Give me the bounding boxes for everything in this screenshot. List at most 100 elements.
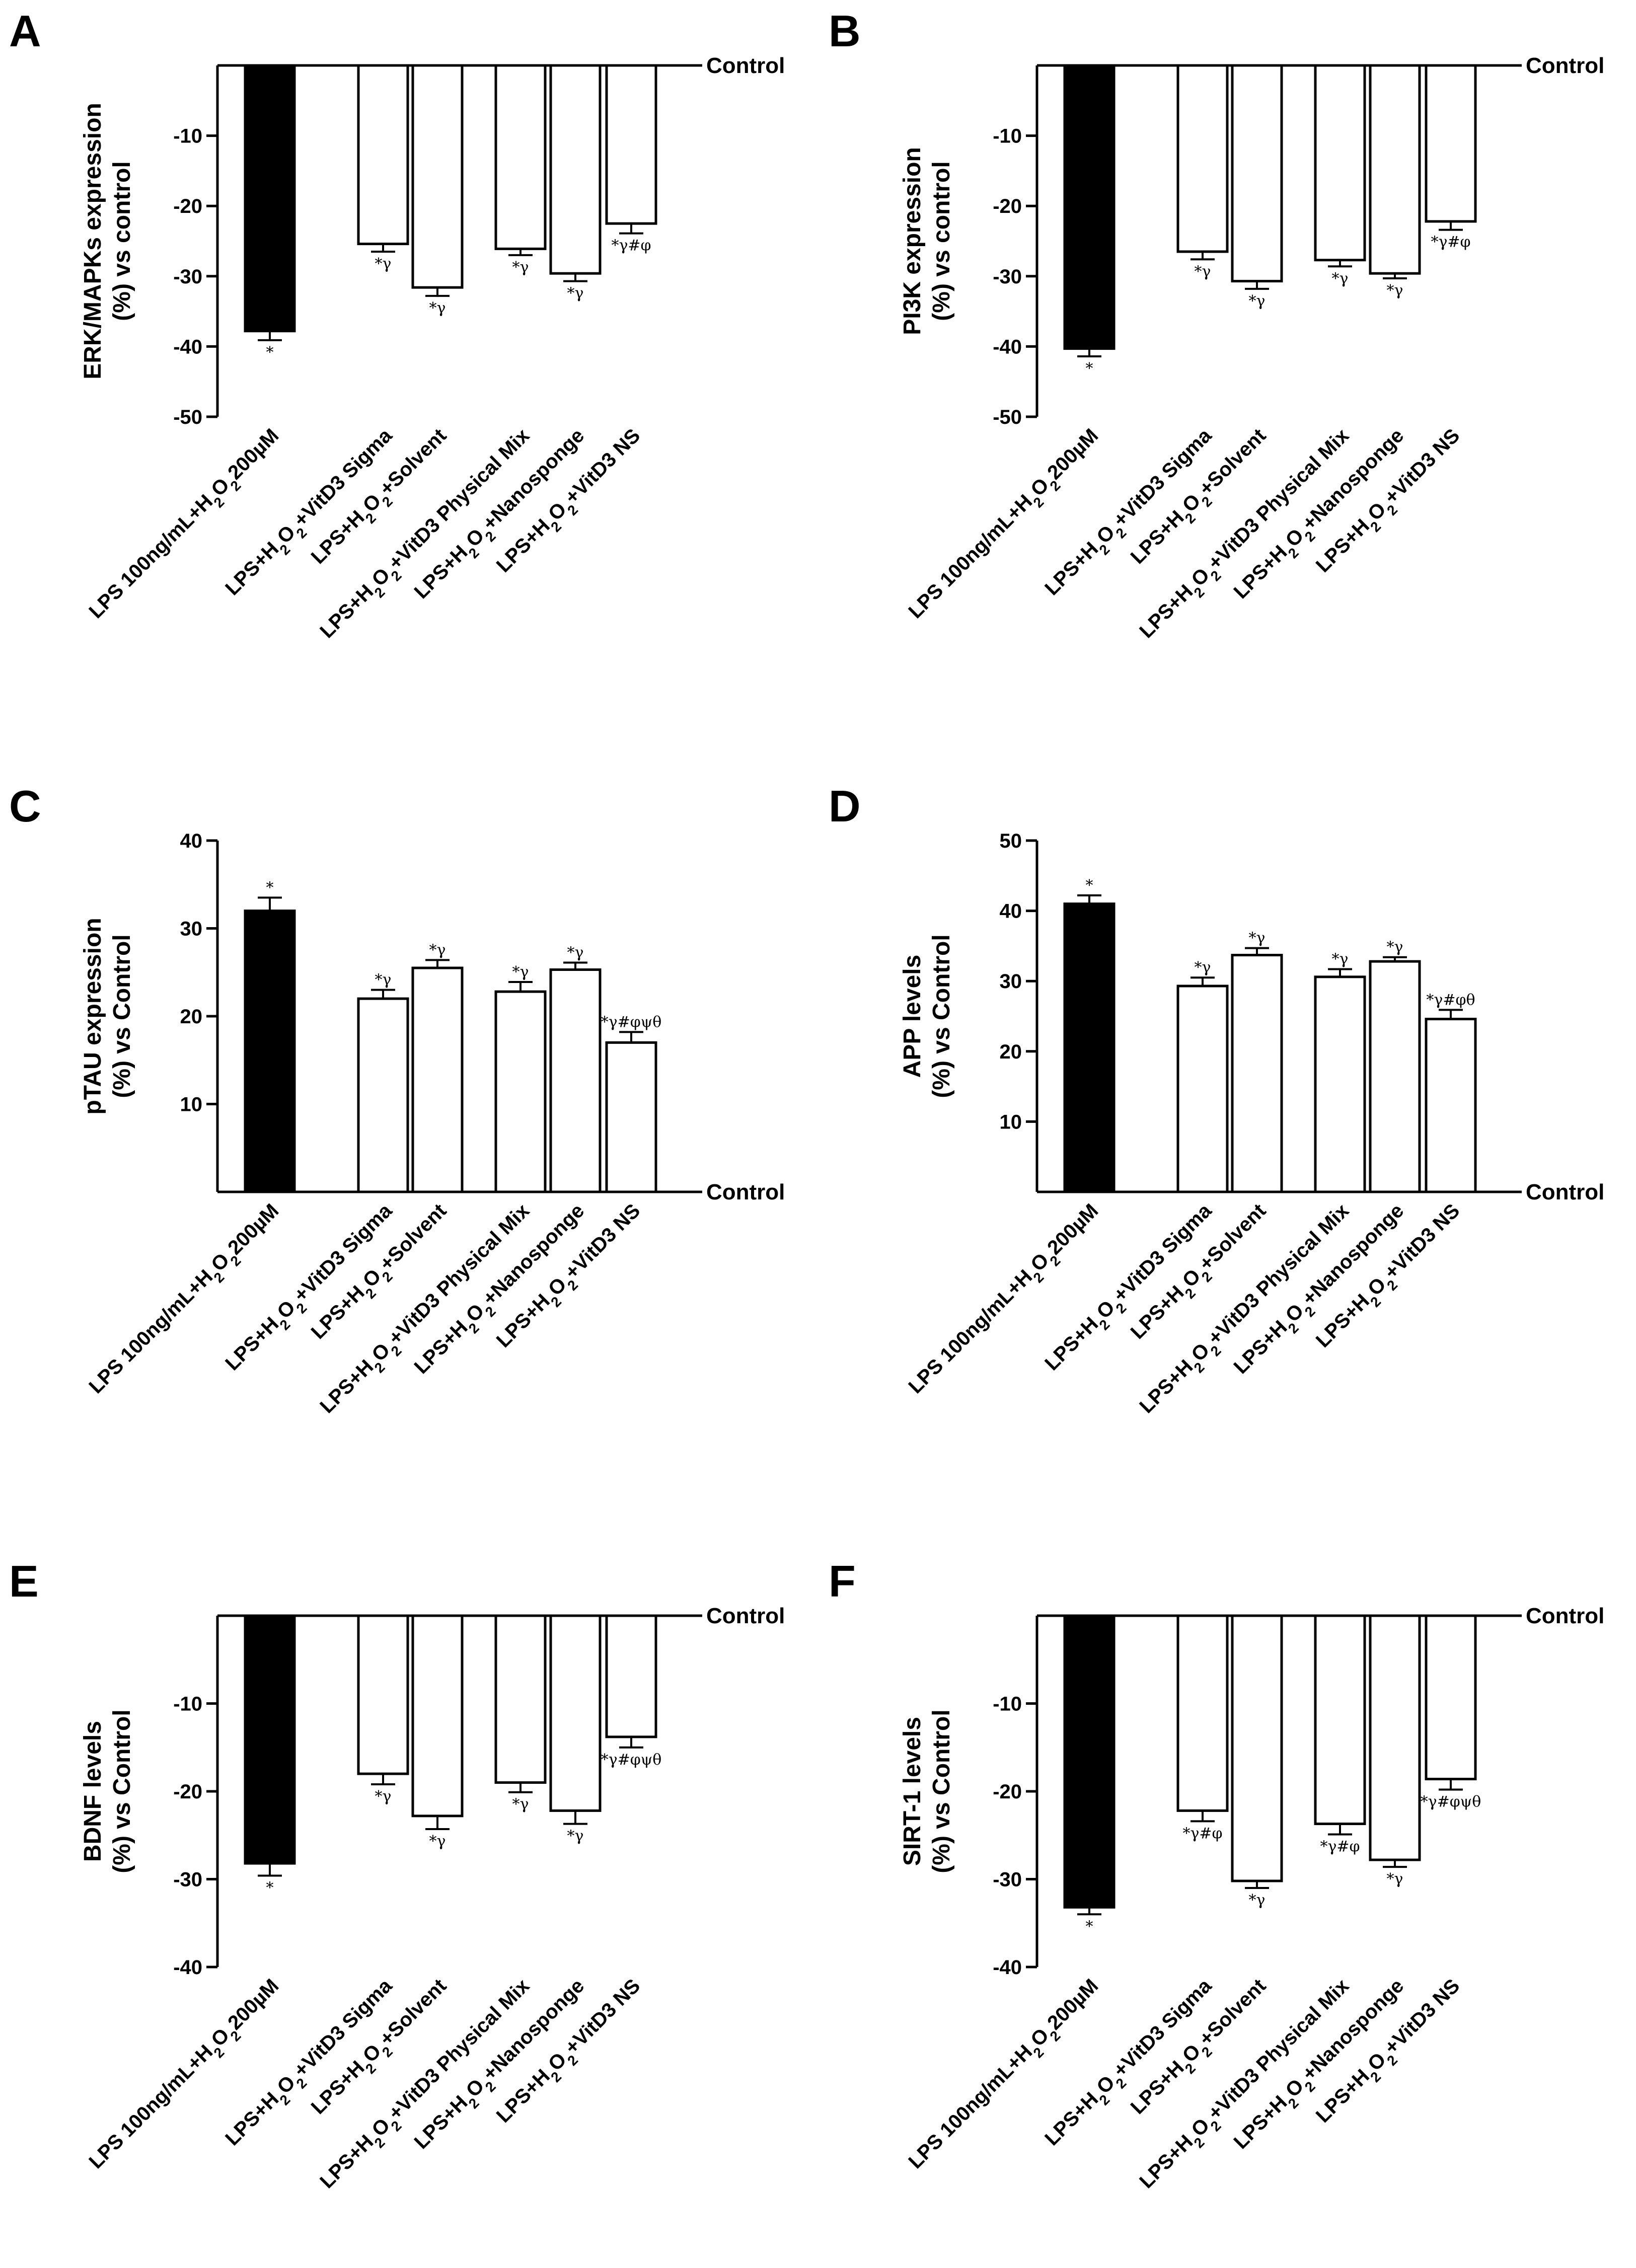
significance-label: *γ — [1332, 950, 1349, 968]
panel-f: F -10 -20 -30 -40 SIRT-1 levels (%) vs Control… — [829, 1556, 1604, 2193]
y-tick-label: -10 — [173, 125, 202, 147]
y-tick-label: -10 — [993, 1693, 1022, 1715]
y-tick-label: -10 — [173, 1693, 202, 1715]
significance-label: *γ#φ — [611, 237, 651, 255]
bar — [1063, 64, 1116, 350]
y-tick-label: -30 — [173, 266, 202, 288]
panel-e: E -10 -20 -30 -40 BDNF levels (%) vs Control * *… — [9, 1556, 785, 2193]
significance-label: * — [266, 1879, 274, 1897]
bar — [1176, 985, 1229, 1193]
bar — [1231, 1614, 1283, 1882]
panel-a: A -10 -20 -30 -40 -50 ERK/MAPKs expression (%) … — [9, 6, 785, 642]
y-tick-label: 20 — [180, 1006, 203, 1028]
significance-label: *γ — [1249, 1892, 1266, 1909]
y-tick-label: 10 — [1000, 1111, 1022, 1133]
y-tick-label: 50 — [1000, 830, 1022, 852]
significance-label: *γ — [512, 1796, 529, 1813]
control-label: Control — [706, 1180, 785, 1204]
panel-letter: F — [829, 1556, 856, 1606]
bar — [1425, 64, 1477, 223]
control-label: Control — [1526, 53, 1604, 78]
y-tick-label: -40 — [173, 1956, 202, 1979]
y-axis-title: BDNF levels — [80, 1721, 106, 1862]
panel-letter: E — [9, 1556, 39, 1606]
significance-label: *γ — [1387, 939, 1403, 956]
bar — [1176, 1614, 1229, 1812]
y-tick-label: -40 — [993, 336, 1022, 358]
y-tick-label: -30 — [993, 266, 1022, 288]
y-tick-label: -50 — [993, 406, 1022, 428]
bar — [411, 64, 464, 289]
bar — [1176, 64, 1229, 253]
panel-c: C 10 20 30 40 pTAU expression (%) vs Control * *… — [9, 781, 785, 1417]
category-label: LPS 100ng/mL+H2O2200µM — [904, 424, 1107, 627]
y-tick-label: 20 — [1000, 1041, 1022, 1063]
significance-label: *γ — [1332, 270, 1349, 287]
significance-label: *γ — [429, 299, 446, 317]
panel-d: D 10 20 30 40 50 APP levels (%) vs Control * *γ *γ… — [829, 781, 1604, 1417]
y-axis-title: (%) vs Control — [928, 934, 955, 1098]
significance-label: *γ — [375, 255, 392, 273]
bar — [411, 966, 464, 1193]
significance-label: *γ — [1387, 1870, 1403, 1888]
category-label: LPS 100ng/mL+H2O2200µM — [85, 1199, 287, 1402]
category-label: LPS 100ng/mL+H2O2200µM — [85, 1975, 287, 2177]
significance-label: *γ — [375, 971, 392, 989]
significance-label: * — [1086, 877, 1093, 894]
bar — [605, 1041, 657, 1193]
significance-label: * — [266, 344, 274, 361]
bar — [357, 997, 409, 1193]
y-axis-title: (%) vs Control — [109, 934, 135, 1098]
bar — [605, 1614, 657, 1738]
bar — [411, 1614, 464, 1818]
bar — [357, 64, 409, 246]
y-axis-title: (%) vs control — [928, 161, 955, 321]
control-label: Control — [1526, 1180, 1604, 1204]
significance-label: * — [1086, 360, 1093, 377]
significance-label: *γ — [512, 963, 529, 981]
y-tick-label: 30 — [1000, 970, 1022, 993]
control-label: Control — [706, 1604, 785, 1628]
significance-label: *γ#φψθ — [601, 1013, 662, 1031]
y-tick-label: -40 — [173, 336, 202, 358]
bar — [357, 1614, 409, 1775]
bar — [1231, 64, 1283, 283]
y-tick-label: -30 — [173, 1869, 202, 1891]
bar — [1231, 954, 1283, 1193]
y-tick-label: -20 — [173, 1781, 202, 1803]
y-tick-label: -50 — [173, 406, 202, 428]
bar — [494, 64, 547, 250]
significance-label: *γ — [512, 259, 529, 276]
bar — [1425, 1018, 1477, 1193]
bar — [605, 64, 657, 225]
significance-label: *γ — [1387, 282, 1403, 299]
bar — [1063, 902, 1116, 1193]
significance-label: *γ#φθ — [1426, 991, 1475, 1009]
y-axis-title: SIRT-1 levels — [899, 1717, 926, 1866]
y-tick-label: -20 — [173, 195, 202, 217]
bar — [1063, 1614, 1116, 1909]
bar — [549, 968, 602, 1193]
bar — [244, 1614, 296, 1865]
y-axis-title: APP levels — [899, 955, 926, 1078]
bar — [1314, 975, 1366, 1193]
y-tick-label: 40 — [180, 830, 203, 852]
significance-label: * — [1086, 1918, 1093, 1935]
bar — [1369, 64, 1421, 275]
bar — [1369, 960, 1421, 1193]
significance-label: *γ#φψθ — [601, 1751, 662, 1769]
panel-b: B -10 -20 -30 -40 -50 PI3K expression (%) vs co… — [829, 6, 1604, 642]
y-tick-label: -20 — [993, 195, 1022, 217]
bar — [494, 1614, 547, 1784]
significance-label: *γ — [375, 1788, 392, 1805]
y-tick-label: 40 — [1000, 900, 1022, 923]
bar — [244, 910, 296, 1193]
category-label: LPS 100ng/mL+H2O2200µM — [904, 1199, 1107, 1402]
bar — [494, 990, 547, 1193]
bar — [1314, 64, 1366, 262]
control-label: Control — [706, 53, 785, 78]
y-tick-label: 30 — [180, 918, 203, 940]
significance-label: *γ — [1195, 263, 1211, 280]
y-tick-label: -20 — [993, 1781, 1022, 1803]
